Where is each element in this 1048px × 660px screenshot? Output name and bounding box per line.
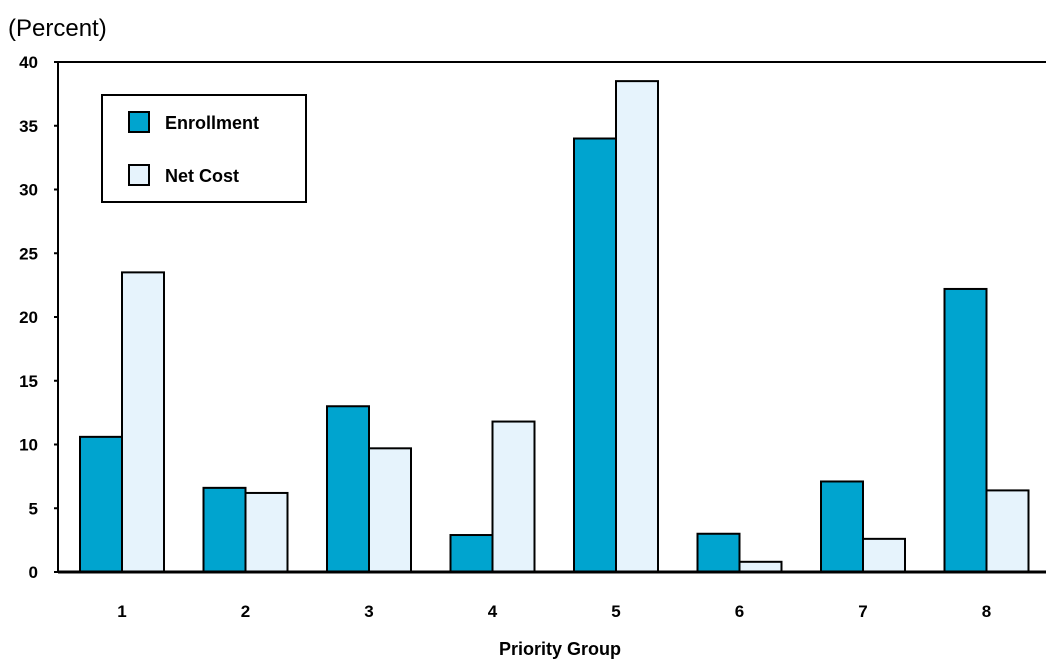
y-tick-label: 10	[19, 436, 38, 455]
bar-enrollment-group-6	[696, 532, 741, 573]
y-tick-label: 0	[29, 563, 38, 582]
y-tick-label: 25	[19, 244, 38, 263]
x-tick-label: 6	[735, 602, 744, 621]
bar-net-cost-group-2	[244, 491, 289, 574]
bar-enrollment-group-3	[326, 405, 370, 573]
x-tick-label: 4	[488, 602, 498, 621]
bar-net-cost-group-3	[368, 447, 412, 574]
y-tick-label: 30	[19, 181, 38, 200]
legend-swatch-net-cost	[128, 164, 150, 186]
legend-swatch-enrollment	[128, 111, 150, 133]
x-axis-ticks: 1 2 3 4 5 6 7 8	[117, 602, 991, 621]
bar-net-cost-group-1	[121, 271, 165, 573]
y-tick-label: 15	[19, 372, 38, 391]
bar-enrollment-group-4	[449, 534, 494, 574]
bar-net-cost-group-4	[491, 420, 536, 573]
x-axis-title: Priority Group	[499, 639, 621, 659]
bar-enrollment-group-7	[820, 480, 864, 574]
bar-net-cost-group-6	[738, 560, 783, 573]
x-tick-label: 8	[982, 602, 991, 621]
y-tick-label: 5	[29, 499, 38, 518]
bar-enrollment-group-2	[202, 486, 247, 574]
legend: Enrollment Net Cost	[101, 94, 307, 203]
legend-label-net-cost: Net Cost	[165, 166, 239, 186]
bar-net-cost-group-8	[985, 489, 1030, 573]
x-tick-label: 2	[241, 602, 250, 621]
bar-enrollment-group-5	[573, 137, 617, 573]
y-axis-ticks: 0 5 10 15 20 25 30 35 40	[19, 53, 58, 582]
x-tick-label: 5	[611, 602, 620, 621]
x-tick-label: 7	[858, 602, 867, 621]
bar-enrollment-group-1	[79, 435, 123, 573]
x-tick-label: 1	[117, 602, 126, 621]
y-tick-label: 20	[19, 308, 38, 327]
legend-label-enrollment: Enrollment	[165, 113, 259, 133]
x-tick-label: 3	[364, 602, 373, 621]
y-tick-label: 40	[19, 53, 38, 72]
y-unit-label: (Percent)	[8, 15, 107, 42]
y-tick-label: 35	[19, 117, 38, 136]
bar-enrollment-group-8	[943, 287, 988, 573]
bar-net-cost-group-5	[615, 80, 659, 573]
bar-net-cost-group-7	[862, 537, 906, 573]
